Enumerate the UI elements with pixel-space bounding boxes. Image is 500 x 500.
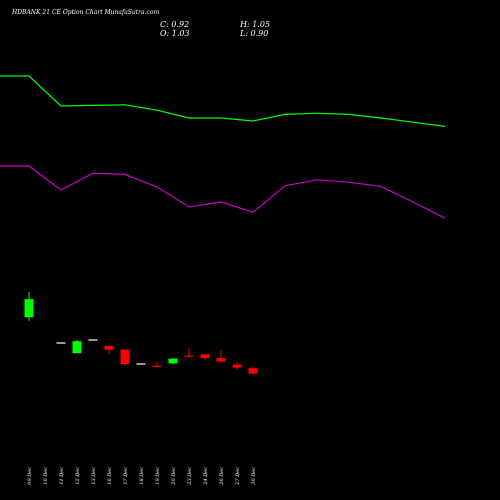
x-tick-label: 10 Dec (43, 467, 49, 485)
candle (104, 346, 114, 355)
x-tick-label: 18 Dec (139, 467, 145, 485)
x-tick-label: 13 Dec (91, 467, 97, 485)
x-tick-label: 19 Dec (155, 467, 161, 485)
x-tick-label: 24 Dec (203, 467, 209, 486)
candle-body (104, 346, 114, 350)
x-tick-label: 26 Dec (219, 467, 225, 486)
x-tick-label: 11 Dec (59, 467, 65, 485)
candle (152, 362, 162, 369)
candle (168, 358, 178, 364)
x-tick-label: 23 Dec (187, 467, 193, 486)
high-value: H: 1.05 (240, 20, 271, 29)
candle (56, 342, 66, 344)
candle-body (184, 355, 194, 357)
candle (72, 340, 82, 354)
candle-body (56, 342, 66, 344)
candle-body (200, 354, 210, 358)
candle-body (232, 364, 242, 368)
candle (184, 348, 194, 358)
x-tick-label: 16 Dec (107, 467, 113, 485)
candle (200, 354, 210, 360)
candle (120, 349, 130, 366)
candle (88, 339, 98, 341)
x-tick-label: 27 Dec (235, 467, 241, 486)
candle-body (72, 341, 82, 354)
x-tick-label: 09 Dec (27, 467, 33, 485)
low-value: L: 0.90 (240, 29, 269, 38)
candle-body (168, 358, 178, 364)
candle (232, 362, 242, 370)
chart-title: HDBANK 21 CE Option Chart MunafaSutra.co… (12, 9, 160, 16)
candle-body (216, 358, 226, 362)
x-tick-label: 17 Dec (123, 467, 129, 485)
candle (136, 363, 146, 365)
open-value: O: 1.03 (160, 29, 190, 38)
candle (24, 292, 34, 321)
green-line (0, 75, 446, 127)
candle (248, 367, 258, 375)
candle-body (152, 365, 162, 367)
moving-average-lines (0, 75, 446, 219)
candle-body (248, 368, 258, 374)
x-axis-labels: 09 Dec 10 Dec 11 Dec 12 Dec 13 Dec 16 Dec 17 D… (27, 467, 257, 486)
candles (24, 292, 258, 375)
x-tick-label: 20 Dec (171, 467, 177, 486)
candle-body (136, 363, 146, 365)
candle (216, 350, 226, 363)
candle-body (120, 349, 130, 364)
magenta-line (0, 165, 446, 219)
candle-body (88, 339, 98, 341)
x-tick-label: 30 Dec (251, 467, 257, 485)
x-tick-label: 12 Dec (75, 467, 81, 485)
close-value: C: 0.92 (160, 20, 190, 29)
candle-body (24, 299, 34, 318)
